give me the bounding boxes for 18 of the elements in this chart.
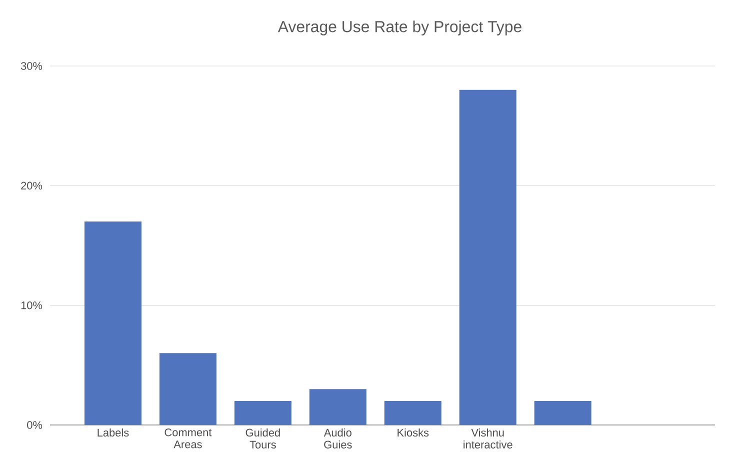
bar bbox=[159, 353, 216, 425]
y-tick-label: 10% bbox=[21, 301, 42, 310]
x-tick-label: Guided Tours bbox=[246, 428, 280, 449]
bar bbox=[534, 401, 592, 425]
y-tick-label: 20% bbox=[21, 182, 42, 190]
x-tick-label: Comment Areas bbox=[164, 428, 212, 448]
bar bbox=[309, 389, 366, 425]
x-tick-label: Labels bbox=[98, 428, 129, 437]
chart-title: Average Use Rate by Project Type bbox=[278, 20, 522, 36]
bar bbox=[84, 222, 142, 425]
bar bbox=[384, 401, 442, 425]
x-tick-label: Vishnu interactive bbox=[464, 428, 512, 449]
x-tick-label: Audio Guies bbox=[324, 428, 352, 449]
y-tick-label: 30% bbox=[20, 62, 42, 70]
y-tick-label: 0% bbox=[27, 421, 42, 429]
bar bbox=[459, 90, 516, 425]
bar bbox=[234, 401, 292, 425]
x-tick-label: Kiosks bbox=[398, 428, 429, 437]
